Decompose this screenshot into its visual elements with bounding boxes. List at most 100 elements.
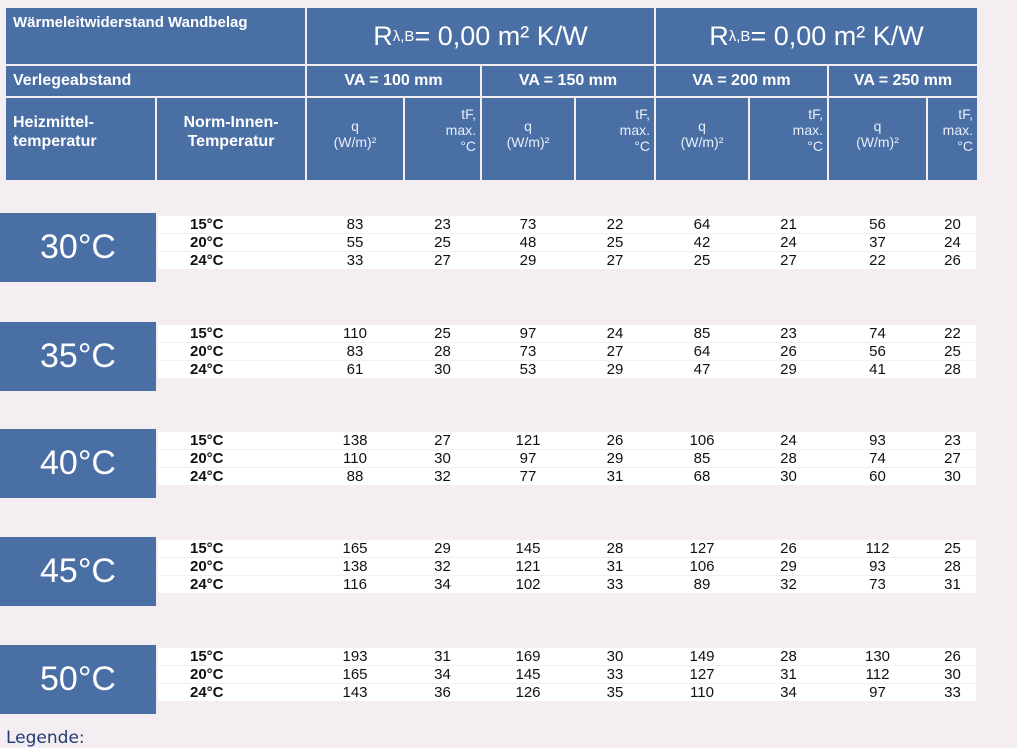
- q-header-4: q (W/m)²: [829, 98, 926, 180]
- verlegeabstand-label: Verlegeabstand: [6, 66, 305, 96]
- tf-header-3: tF, max. °C: [750, 98, 827, 180]
- q-unit: (W/m)²: [333, 134, 377, 150]
- norm-temp-cell: 24°C: [190, 684, 224, 701]
- tf-value-cell: 29: [780, 558, 797, 575]
- table-row: [158, 325, 976, 342]
- q-value-cell: 55: [346, 234, 364, 251]
- norm-innen-text: Norm-Innen-Temperatur: [183, 114, 279, 150]
- q-value-cell: 47: [693, 361, 711, 378]
- verlegeabstand-text: Verlegeabstand: [13, 72, 132, 89]
- tf-value-cell: 28: [434, 343, 451, 360]
- q-value-cell: 64: [693, 343, 711, 360]
- q-label: q: [698, 118, 706, 134]
- table-row: [158, 468, 976, 485]
- table-row: [158, 684, 976, 701]
- tf-value-cell: 34: [780, 684, 797, 701]
- q-value-cell: 48: [519, 234, 537, 251]
- norm-temp-cell: 15°C: [190, 432, 224, 449]
- tf-value-cell: 28: [780, 648, 797, 665]
- tf-label: tF,: [958, 106, 973, 122]
- q-value-cell: 60: [869, 468, 886, 485]
- tf-value-cell: 27: [434, 252, 451, 269]
- va-text: VA = 100 mm: [344, 72, 443, 89]
- q-label: q: [351, 118, 359, 134]
- tf-value-cell: 29: [780, 361, 797, 378]
- q-value-cell: 121: [515, 558, 541, 575]
- header-title-text: Wärmeleitwiderstand Wandbelag: [13, 14, 248, 31]
- q-value-cell: 33: [346, 252, 364, 269]
- q-value-cell: 106: [689, 558, 715, 575]
- tf-value-cell: 27: [780, 252, 797, 269]
- tf-value-cell: 22: [944, 325, 961, 342]
- table-row: [158, 540, 976, 557]
- q-value-cell: 121: [515, 432, 541, 449]
- norm-temp-cell: 15°C: [190, 325, 224, 342]
- tf-label: tF,: [635, 106, 650, 122]
- q-value-cell: 73: [869, 576, 886, 593]
- q-value-cell: 130: [864, 648, 891, 665]
- tf-value-cell: 33: [606, 666, 624, 683]
- q-value-cell: 110: [343, 325, 367, 342]
- q-value-cell: 145: [515, 540, 541, 557]
- table-row: [158, 648, 976, 665]
- q-value-cell: 74: [869, 325, 886, 342]
- q-value-cell: 88: [346, 468, 364, 485]
- va-header-2: VA = 150 mm: [482, 66, 654, 96]
- heizmittel-temp-block: 30°C: [0, 213, 156, 282]
- tf-value-cell: 26: [944, 648, 961, 665]
- q-value-cell: 29: [519, 252, 537, 269]
- tf-value-cell: 26: [606, 432, 624, 449]
- tf-value-cell: 27: [944, 450, 961, 467]
- q-value-cell: 138: [342, 558, 368, 575]
- tf-value-cell: 23: [434, 216, 451, 233]
- tf-unit: °C: [460, 138, 476, 154]
- tf-value-cell: 35: [606, 684, 624, 701]
- q-value-cell: 169: [515, 648, 541, 665]
- tf-value-cell: 32: [434, 468, 451, 485]
- q-value-cell: 110: [690, 684, 714, 701]
- tf-value-cell: 31: [944, 576, 961, 593]
- tf-value-cell: 24: [780, 234, 797, 251]
- va-text: VA = 200 mm: [692, 72, 791, 89]
- norm-temp-cell: 24°C: [190, 252, 224, 269]
- q-value-cell: 68: [693, 468, 711, 485]
- q-unit: (W/m)²: [856, 134, 899, 150]
- q-value-cell: 112: [865, 666, 890, 683]
- q-value-cell: 127: [689, 666, 715, 683]
- q-value-cell: 37: [869, 234, 886, 251]
- tf-value-cell: 32: [780, 576, 797, 593]
- va-header-1: VA = 100 mm: [307, 66, 480, 96]
- tf-value-cell: 31: [780, 666, 797, 683]
- q-value-cell: 83: [346, 216, 364, 233]
- tf-value-cell: 29: [606, 361, 624, 378]
- q-value-cell: 25: [693, 252, 711, 269]
- q-value-cell: 42: [693, 234, 711, 251]
- q-value-cell: 112: [865, 540, 890, 557]
- tf-value-cell: 33: [606, 576, 624, 593]
- tf-value-cell: 34: [434, 576, 451, 593]
- q-value-cell: 22: [869, 252, 886, 269]
- va-header-3: VA = 200 mm: [656, 66, 827, 96]
- tf-max: max.: [619, 122, 650, 138]
- q-value-cell: 97: [519, 325, 537, 342]
- tf-label: tF,: [808, 106, 823, 122]
- tf-value-cell: 20: [944, 216, 961, 233]
- q-unit: (W/m)²: [506, 134, 550, 150]
- norm-temp-cell: 20°C: [190, 343, 224, 360]
- tf-value-cell: 30: [944, 468, 961, 485]
- heizmittel-header: Heizmittel-temperatur: [6, 98, 155, 180]
- table-row: [158, 666, 976, 683]
- tf-value-cell: 27: [434, 432, 451, 449]
- r-right-prefix: R: [709, 20, 729, 51]
- norm-temp-cell: 24°C: [190, 576, 224, 593]
- norm-temp-cell: 15°C: [190, 216, 224, 233]
- q-value-cell: 61: [346, 361, 364, 378]
- tf-header-4: tF, max. °C: [928, 98, 977, 180]
- va-text: VA = 250 mm: [853, 72, 953, 89]
- va-header-4: VA = 250 mm: [829, 66, 977, 96]
- q-value-cell: 149: [689, 648, 715, 665]
- q-value-cell: 93: [869, 558, 886, 575]
- q-label: q: [524, 118, 532, 134]
- r-left-prefix: R: [373, 20, 393, 51]
